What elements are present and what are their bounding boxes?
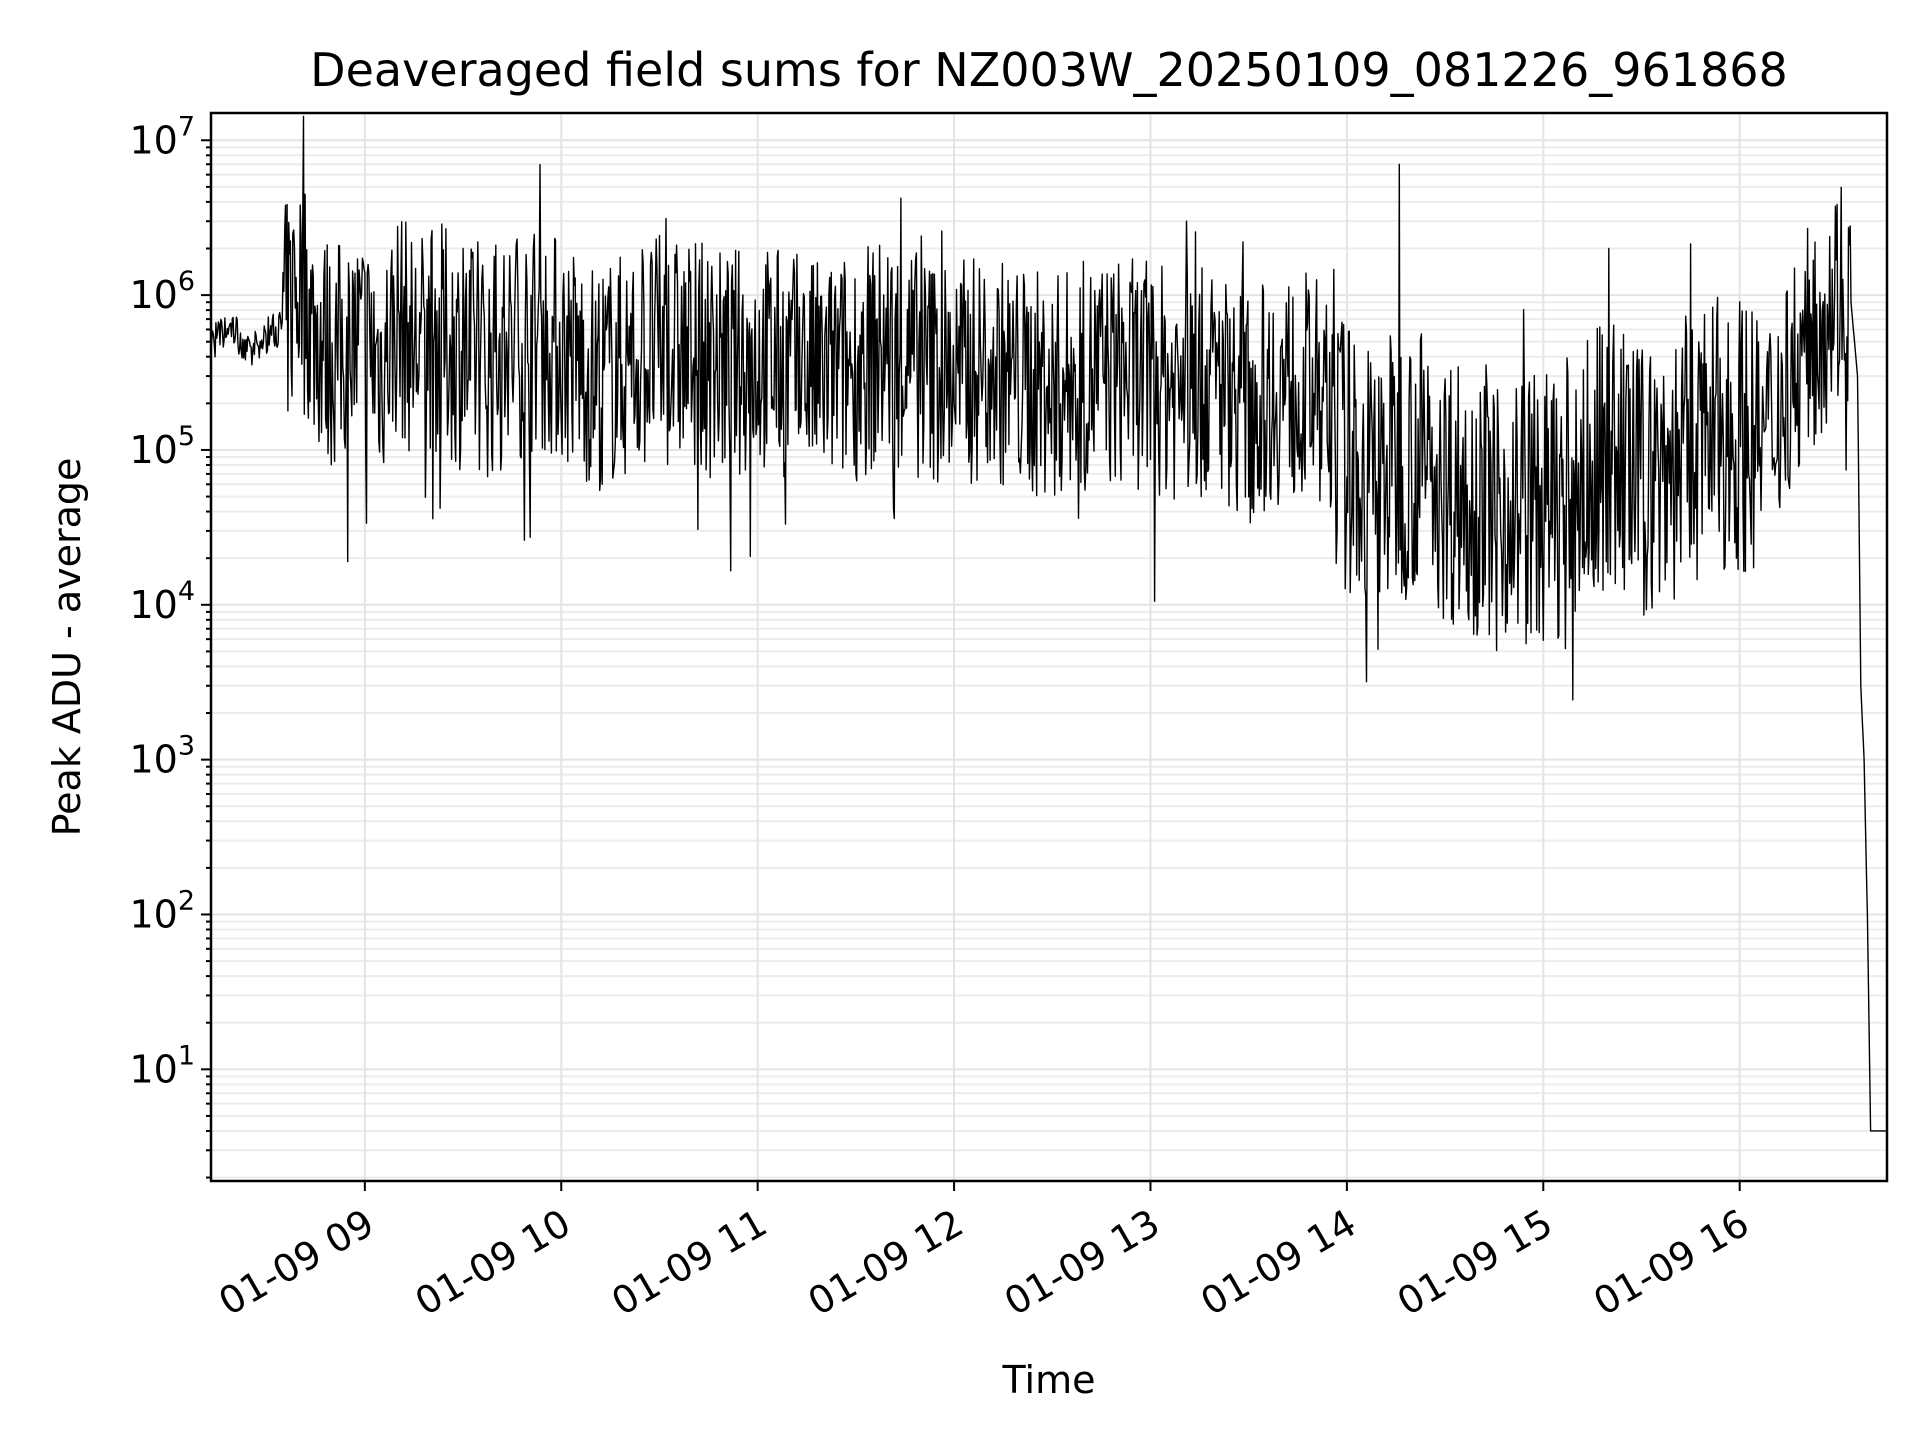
y-tick-label: 107: [129, 111, 195, 162]
y-tick-label: 104: [129, 576, 195, 627]
y-tick-label: 106: [129, 266, 195, 317]
x-tick-label: 01-09 11: [604, 1201, 774, 1325]
plot-frame: [209, 111, 1889, 1183]
x-ticks: 01-09 09 01-09 10 01-09 11 01-09 12 01-09 13…: [211, 1181, 1756, 1324]
x-axis-label: Time: [1002, 1358, 1096, 1402]
y-axis-label: Peak ADU - average: [45, 458, 89, 837]
y-ticks: 101 102 103 104 105 106 107: [129, 111, 211, 1179]
y-tick-label: 105: [129, 421, 195, 472]
chart-title: Deaveraged field sums for NZ003W_2025010…: [310, 43, 1788, 97]
y-tick-label: 102: [129, 885, 195, 936]
x-tick-label: 01-09 13: [997, 1201, 1167, 1325]
x-tick-label: 01-09 15: [1390, 1201, 1560, 1325]
x-tick-label: 01-09 10: [408, 1201, 578, 1325]
y-tick-label: 101: [129, 1040, 195, 1091]
x-tick-label: 01-09 16: [1586, 1201, 1756, 1325]
series-line: [210, 115, 1887, 1132]
x-tick-label: 01-09 12: [801, 1201, 971, 1325]
x-tick-label: 01-09 09: [211, 1201, 381, 1325]
y-tick-label: 103: [129, 731, 195, 782]
x-tick-label: 01-09 14: [1193, 1201, 1363, 1325]
